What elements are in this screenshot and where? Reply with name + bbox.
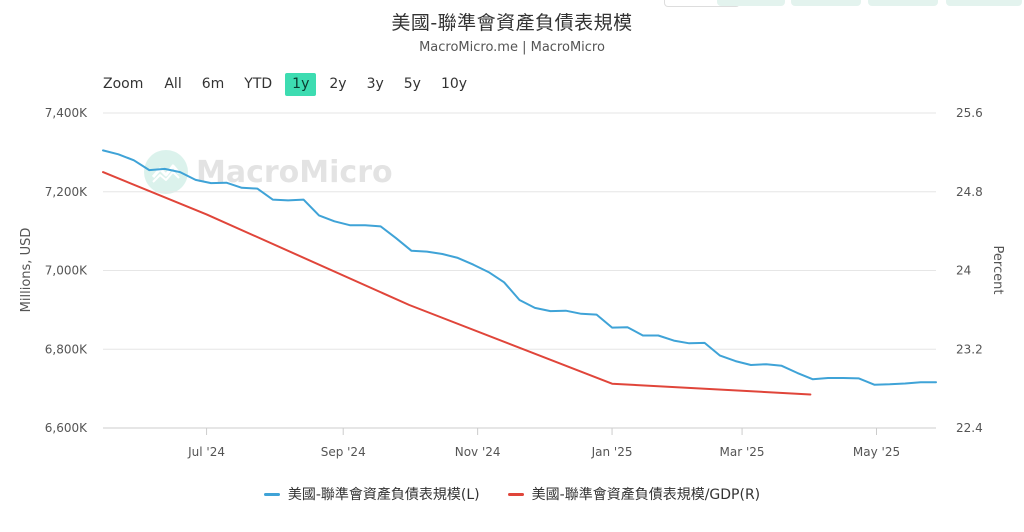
y-right-tick-label: 24.8 bbox=[956, 185, 983, 199]
x-tick-label: May '25 bbox=[853, 445, 900, 459]
legend-item-right-series[interactable]: 美國-聯準會資產負債表規模/GDP(R) bbox=[507, 484, 761, 504]
y-right-tick-label: 24 bbox=[956, 264, 971, 278]
x-tick-label: Nov '24 bbox=[455, 445, 501, 459]
top-tab-3[interactable] bbox=[791, 0, 861, 6]
chart-title: 美國-聯準會資產負債表規模 bbox=[391, 12, 633, 34]
zoom-2y-button[interactable]: 2y bbox=[329, 75, 347, 92]
x-tick-label: Mar '25 bbox=[720, 445, 765, 459]
y-left-tick-label: 7,000K bbox=[45, 264, 88, 278]
legend: 美國-聯準會資產負債表規模(L) 美國-聯準會資產負債表規模/GDP(R) bbox=[0, 484, 1024, 504]
x-axis: Jul '24 Sep '24 Nov '24 Jan '25 Mar '25 May '… bbox=[103, 427, 936, 459]
top-tab-2[interactable] bbox=[717, 0, 785, 6]
top-tab-5[interactable] bbox=[946, 0, 1022, 6]
legend-swatch-red bbox=[507, 492, 524, 496]
zoom-5y-button[interactable]: 5y bbox=[403, 75, 421, 92]
y-left-tick-label: 6,800K bbox=[45, 342, 88, 356]
y-axis-right: 22.4 23.2 24 24.8 25.6 bbox=[956, 106, 983, 435]
y-left-tick-label: 6,600K bbox=[45, 421, 88, 435]
zoom-bar: Zoom All 6m YTD 1y 2y 3y 5y 10y bbox=[103, 72, 480, 96]
y-right-tick-label: 23.2 bbox=[956, 342, 983, 356]
y-right-tick-label: 25.6 bbox=[956, 106, 983, 120]
chart-subtitle: MacroMicro.me | MacroMicro bbox=[419, 40, 605, 55]
zoom-label: Zoom bbox=[103, 76, 144, 92]
zoom-6m-button[interactable]: 6m bbox=[201, 75, 225, 92]
y-axis-left: 6,600K 6,800K 7,000K 7,200K 7,400K bbox=[45, 106, 88, 435]
series-line-right[interactable] bbox=[102, 171, 812, 396]
zoom-10y-button[interactable]: 10y bbox=[440, 75, 468, 92]
zoom-1y-button[interactable]: 1y bbox=[285, 72, 317, 96]
y-left-tick-label: 7,400K bbox=[45, 106, 88, 120]
grid bbox=[103, 112, 936, 429]
legend-item-left-series[interactable]: 美國-聯準會資產負債表規模(L) bbox=[263, 484, 480, 504]
zoom-3y-button[interactable]: 3y bbox=[366, 75, 384, 92]
x-tick-label: Jan '25 bbox=[591, 445, 633, 459]
legend-label-right-series: 美國-聯準會資產負債表規模/GDP(R) bbox=[531, 487, 761, 503]
zoom-all-button[interactable]: All bbox=[164, 75, 182, 92]
x-tick-label: Sep '24 bbox=[321, 445, 366, 459]
zoom-ytd-button[interactable]: YTD bbox=[244, 75, 273, 92]
x-tick-label: Jul '24 bbox=[187, 445, 225, 459]
series-group bbox=[102, 149, 937, 396]
legend-label-left-series: 美國-聯準會資產負債表規模(L) bbox=[287, 487, 480, 503]
y-axis-right-title: Percent bbox=[990, 246, 1005, 295]
y-left-tick-label: 7,200K bbox=[45, 185, 88, 199]
y-axis-left-title: Millions, USD bbox=[19, 228, 34, 313]
y-right-tick-label: 22.4 bbox=[956, 421, 983, 435]
legend-swatch-blue bbox=[263, 492, 280, 496]
series-line-left[interactable] bbox=[102, 149, 937, 386]
top-tab-4[interactable] bbox=[868, 0, 938, 6]
